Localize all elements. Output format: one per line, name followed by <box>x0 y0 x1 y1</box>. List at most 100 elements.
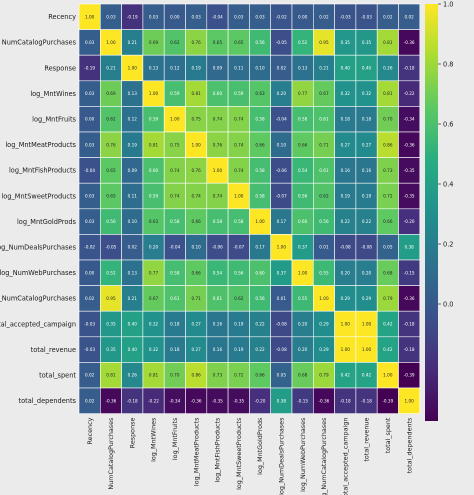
cell-value-label: 0.66 <box>191 219 201 224</box>
cell-value-label: -0.35 <box>404 194 415 199</box>
cell-value-label: 0.79 <box>319 373 329 378</box>
cell-value-label: -0.35 <box>404 168 415 173</box>
cell-value-label: 0.29 <box>341 296 351 301</box>
cell-value-label: 0.59 <box>170 91 180 96</box>
cell-value-label: 0.62 <box>106 117 116 122</box>
cell-value-label: 0.09 <box>128 168 138 173</box>
cell-value-label: 0.59 <box>149 194 159 199</box>
cell-value-label: 0.70 <box>170 373 180 378</box>
cell-value-label: 0.09 <box>213 66 223 71</box>
heatmap-cell <box>398 387 421 414</box>
cell-value-label: 0.74 <box>170 194 180 199</box>
cell-value-label: 0.58 <box>255 194 265 199</box>
cell-value-label: 0.35 <box>341 40 351 45</box>
cell-value-label: 0.21 <box>106 66 116 71</box>
cell-value-label: 0.66 <box>191 270 201 275</box>
cell-value-label: -0.36 <box>404 40 415 45</box>
cell-value-label: 0.42 <box>383 347 393 352</box>
cell-value-label: 0.13 <box>128 91 138 96</box>
cell-value-label: -0.03 <box>340 14 351 19</box>
cell-value-label: 0.66 <box>255 142 265 147</box>
cell-value-label: 0.00 <box>298 14 308 19</box>
cell-value-label: 0.74 <box>170 168 180 173</box>
cell-value-label: 0.40 <box>128 322 138 327</box>
cell-value-label: -0.20 <box>404 219 415 224</box>
cell-value-label: 0.19 <box>191 66 201 71</box>
cell-value-label: -0.04 <box>84 168 95 173</box>
cell-value-label: 0.20 <box>149 245 159 250</box>
y-tick-label: total_dependents <box>19 397 77 405</box>
cell-value-label: 0.27 <box>191 322 201 327</box>
cell-value-label: -0.04 <box>212 14 223 19</box>
cell-value-label: 0.40 <box>341 66 351 71</box>
cell-value-label: 0.73 <box>213 373 223 378</box>
cell-value-label: 0.74 <box>234 117 244 122</box>
cell-value-label: -0.19 <box>84 66 95 71</box>
cell-value-label: 0.11 <box>234 66 244 71</box>
cell-value-label: 0.62 <box>234 296 244 301</box>
cell-value-label: 0.77 <box>298 91 308 96</box>
colorbar-tick-label: 0.6 <box>443 120 454 128</box>
cell-value-label: -0.18 <box>404 347 415 352</box>
cell-value-label: 0.60 <box>213 91 223 96</box>
cell-value-label: 0.74 <box>213 194 223 199</box>
cell-value-label: 0.20 <box>362 270 372 275</box>
cell-value-label: 0.27 <box>362 142 372 147</box>
x-tick-label: log_NumCatalogPurchases <box>320 417 328 495</box>
cell-value-label: -0.15 <box>297 398 308 403</box>
colorbar-tick-label: 0.8 <box>443 60 454 68</box>
cell-value-label: 0.42 <box>341 373 351 378</box>
cell-value-label: 0.56 <box>298 194 308 199</box>
cell-value-label: -0.18 <box>340 398 351 403</box>
cell-value-label: 1.00 <box>255 219 265 224</box>
cell-value-label: 0.02 <box>128 245 138 250</box>
cell-value-label: 0.74 <box>234 142 244 147</box>
colorbar: 0.0 0.2 0.4 0.6 0.8 1.0 <box>425 0 454 421</box>
cell-value-label: 0.74 <box>213 117 223 122</box>
x-tick-label: total_dependents <box>405 417 413 473</box>
cell-value-label: -0.20 <box>255 398 266 403</box>
cell-value-label: 0.81 <box>106 373 116 378</box>
y-tick-label: log_MntFruits <box>32 116 76 124</box>
cell-value-label: 0.38 <box>404 245 414 250</box>
cell-value-label: 1.00 <box>298 270 308 275</box>
cell-value-label: 0.72 <box>383 194 393 199</box>
cell-value-label: 0.77 <box>149 270 159 275</box>
cell-value-label: 0.61 <box>319 117 329 122</box>
cell-value-label: 0.66 <box>298 142 308 147</box>
cell-value-label: -0.05 <box>276 40 287 45</box>
cell-value-label: 0.02 <box>85 373 95 378</box>
cell-value-label: 0.86 <box>191 373 201 378</box>
cell-value-label: 0.37 <box>298 245 308 250</box>
cell-value-label: -0.35 <box>233 398 244 403</box>
cell-value-label: 0.65 <box>213 40 223 45</box>
cell-value-label: 0.32 <box>149 347 159 352</box>
cell-value-label: 1.00 <box>149 91 159 96</box>
cell-value-label: 0.16 <box>362 168 372 173</box>
cell-value-label: -0.39 <box>404 373 415 378</box>
cell-value-label: 0.56 <box>255 296 265 301</box>
cell-value-label: 0.52 <box>106 270 116 275</box>
cell-value-label: 0.22 <box>341 219 351 224</box>
cell-value-label: -0.39 <box>382 398 393 403</box>
cell-value-label: 0.12 <box>170 66 180 71</box>
x-tick-label: log_NumDealsPurchases <box>278 417 286 495</box>
cell-value-label: 0.18 <box>362 117 372 122</box>
cell-value-label: -0.07 <box>276 194 287 199</box>
y-tick-label: log_MntSweetProducts <box>1 192 76 200</box>
cell-value-label: -0.04 <box>276 117 287 122</box>
cell-value-label: 0.03 <box>106 14 116 19</box>
cell-value-label: 0.81 <box>383 91 393 96</box>
y-tick-label: log_MntGoldProds <box>17 218 77 226</box>
cell-value-label: 0.02 <box>404 14 414 19</box>
cell-value-label: -0.02 <box>276 14 287 19</box>
cell-value-label: 0.03 <box>85 40 95 45</box>
cell-value-label: 0.03 <box>85 91 95 96</box>
cell-value-label: 0.81 <box>149 373 159 378</box>
cell-value-label: 0.02 <box>85 296 95 301</box>
cell-value-label: 1.00 <box>106 40 116 45</box>
cell-value-label: 0.59 <box>149 117 159 122</box>
cell-value-label: 0.60 <box>149 168 159 173</box>
cell-value-label: 0.02 <box>383 14 393 19</box>
cell-value-label: 0.00 <box>85 270 95 275</box>
